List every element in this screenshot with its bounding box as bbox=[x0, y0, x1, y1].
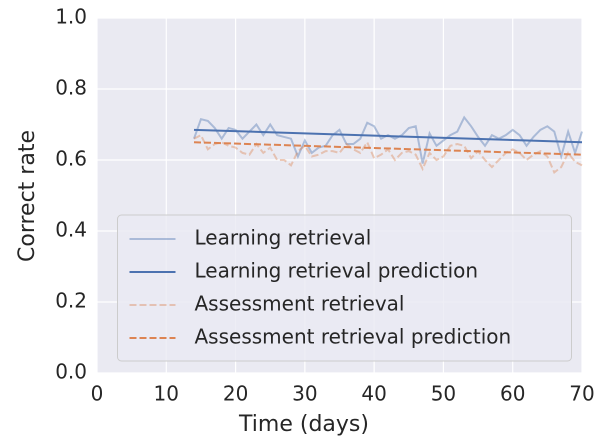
x-tick-label: 10 bbox=[154, 382, 179, 406]
x-tick-label: 50 bbox=[431, 382, 456, 406]
x-axis-label: Time (days) bbox=[238, 412, 369, 437]
x-tick-label: 70 bbox=[569, 382, 594, 406]
x-tick-label: 60 bbox=[500, 382, 525, 406]
legend-label: Learning retrieval bbox=[195, 226, 372, 250]
y-axis-label: Correct rate bbox=[15, 130, 40, 262]
x-tick-label: 30 bbox=[292, 382, 317, 406]
x-tick-label: 0 bbox=[91, 382, 104, 406]
legend-label: Assessment retrieval prediction bbox=[195, 325, 512, 349]
legend-box bbox=[117, 214, 572, 362]
x-tick-label: 20 bbox=[223, 382, 248, 406]
y-tick-label: 0.0 bbox=[55, 360, 87, 384]
legend-label: Learning retrieval prediction bbox=[195, 259, 479, 283]
y-tick-label: 0.6 bbox=[55, 147, 87, 171]
y-tick-label: 0.8 bbox=[55, 76, 87, 100]
y-tick-label: 0.4 bbox=[55, 218, 87, 242]
legend-label: Assessment retrieval bbox=[195, 292, 405, 316]
series-line bbox=[193, 141, 583, 156]
series-line bbox=[193, 128, 583, 144]
x-tick-label: 40 bbox=[361, 382, 386, 406]
y-tick-label: 0.2 bbox=[55, 289, 87, 313]
y-tick-label: 1.0 bbox=[55, 5, 87, 29]
legend: Learning retrieval Learning retrieval pre… bbox=[117, 214, 572, 362]
